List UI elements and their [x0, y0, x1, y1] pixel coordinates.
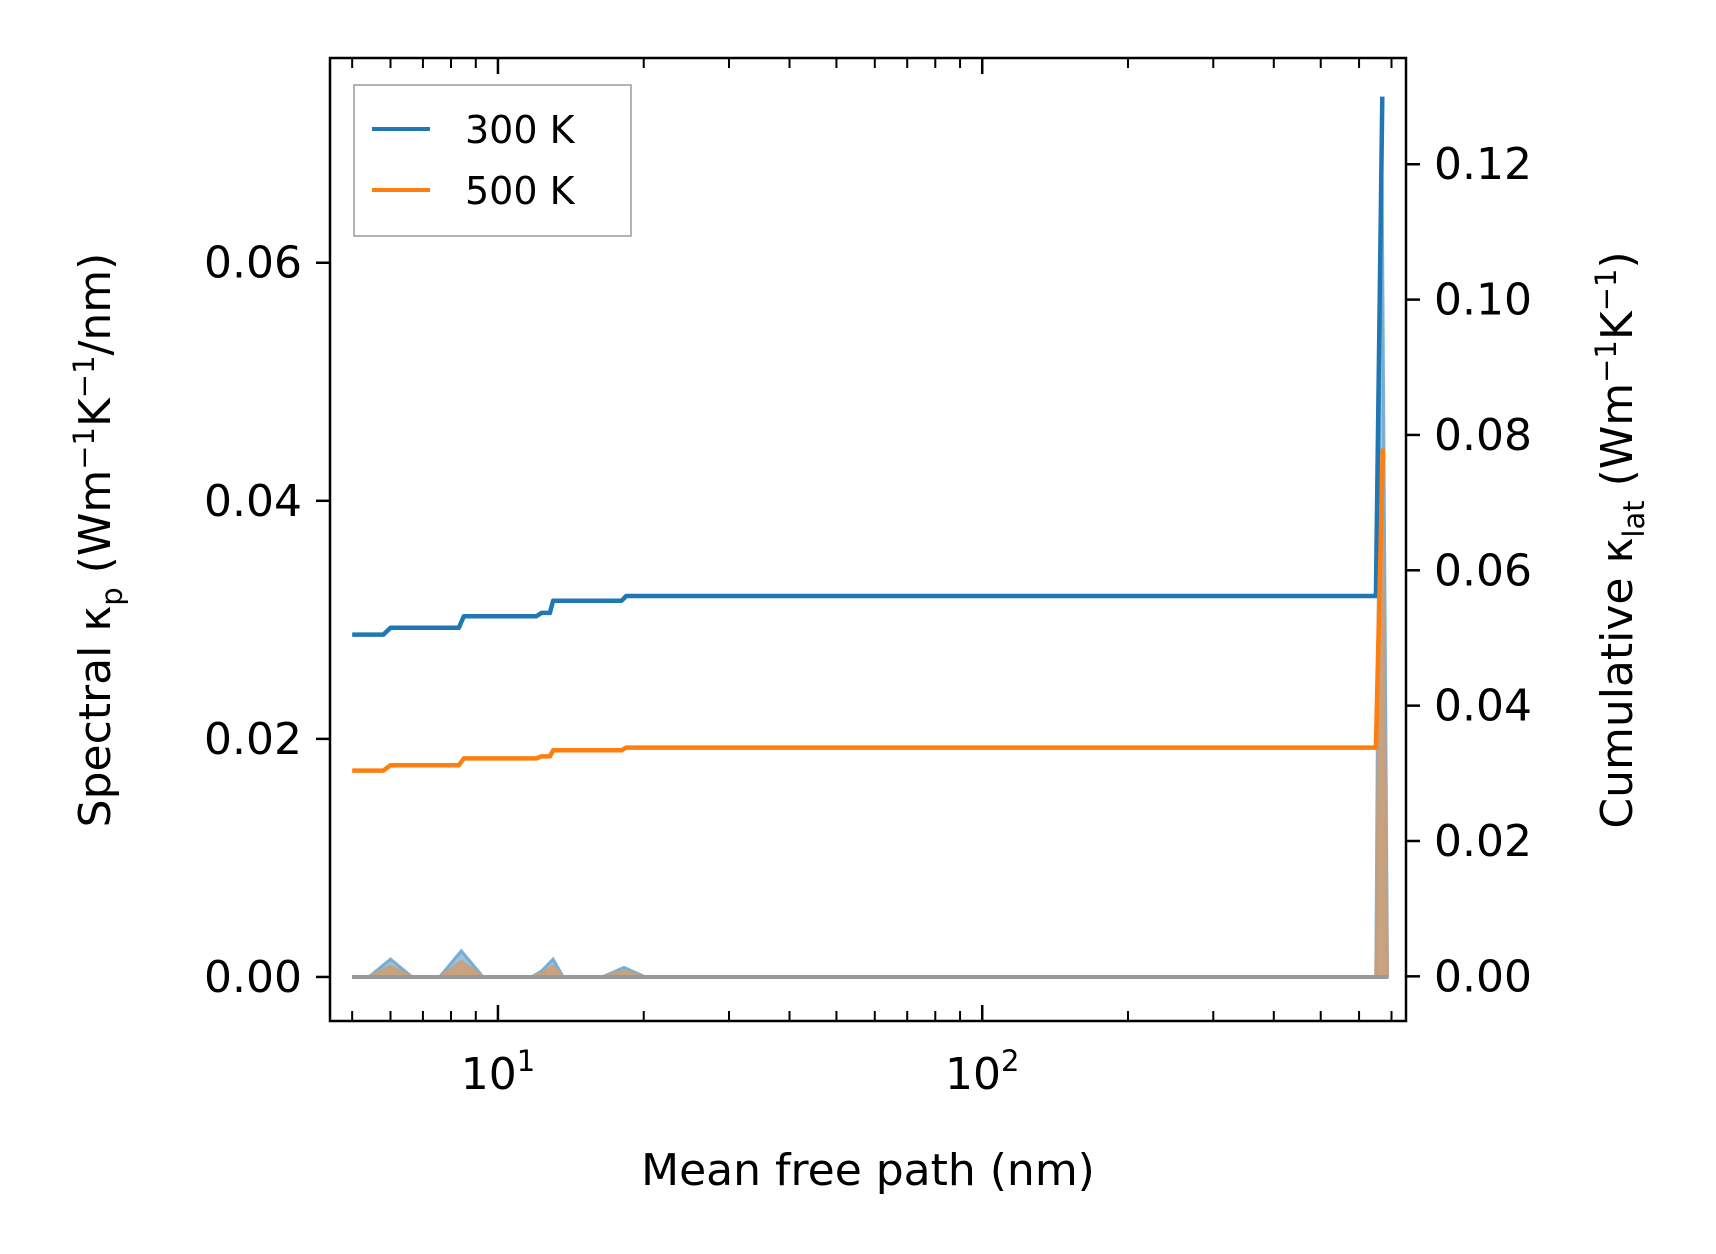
left-y-tick-label: 0.04 [204, 476, 302, 527]
legend-label-500k: 500 K [465, 169, 576, 213]
cumulative-line-300k [352, 96, 1385, 637]
left-y-tick-label: 0.06 [204, 238, 302, 289]
left-y-axis-title: Spectral κp (Wm−1K−1/nm) [67, 253, 129, 828]
x-tick-label: 102 [945, 1044, 1019, 1100]
right-y-tick-label: 0.10 [1434, 275, 1532, 326]
right-y-tick-label: 0.08 [1434, 410, 1532, 461]
left-y-tick-label: 0.00 [204, 952, 302, 1003]
plot-area-frame [328, 56, 1408, 1023]
right-y-axis-title: Cumulative κlat (Wm−1K−1) [1589, 251, 1651, 828]
spectral-line-500k [352, 453, 1389, 979]
left-y-tick-label: 0.02 [204, 714, 302, 765]
right-y-tick-label: 0.12 [1434, 139, 1532, 190]
x-axis-title: Mean free path (nm) [641, 1145, 1095, 1196]
right-y-tick-label: 0.06 [1434, 545, 1532, 596]
legend-label-300k: 300 K [465, 108, 576, 152]
legend-frame [353, 84, 632, 237]
spectral-fill-500k [352, 453, 1389, 977]
x-tick-label: 101 [461, 1044, 535, 1100]
legend: 300 K 500 K [353, 84, 632, 237]
right-y-tick-label: 0.02 [1434, 816, 1532, 867]
right-y-tick-label: 0.00 [1434, 951, 1532, 1002]
cumulative-line-500k [352, 448, 1386, 773]
right-y-tick-label: 0.04 [1434, 681, 1532, 732]
